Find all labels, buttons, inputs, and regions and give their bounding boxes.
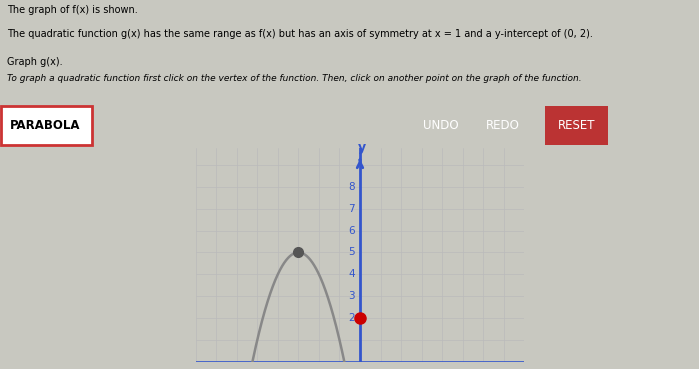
Bar [545, 106, 608, 145]
Text: 8: 8 [348, 182, 355, 192]
Text: 4: 4 [348, 269, 355, 279]
Text: 3: 3 [348, 291, 355, 301]
Text: RESET: RESET [558, 119, 596, 132]
Text: 5: 5 [348, 248, 355, 258]
Text: 7: 7 [348, 204, 355, 214]
Text: The quadratic function g(x) has the same range as f(x) but has an axis of symmet: The quadratic function g(x) has the same… [7, 29, 593, 39]
Text: PARABOLA: PARABOLA [10, 119, 80, 132]
Text: 2: 2 [348, 313, 355, 323]
Text: REDO: REDO [487, 119, 520, 132]
Text: Graph g(x).: Graph g(x). [7, 57, 63, 67]
Text: 6: 6 [348, 225, 355, 235]
FancyBboxPatch shape [1, 106, 92, 145]
Text: UNDO: UNDO [423, 119, 458, 132]
Text: y: y [358, 141, 366, 154]
Text: To graph a quadratic function first click on the vertex of the function. Then, c: To graph a quadratic function first clic… [7, 75, 582, 83]
Text: The graph of f(x) is shown.: The graph of f(x) is shown. [7, 5, 138, 15]
